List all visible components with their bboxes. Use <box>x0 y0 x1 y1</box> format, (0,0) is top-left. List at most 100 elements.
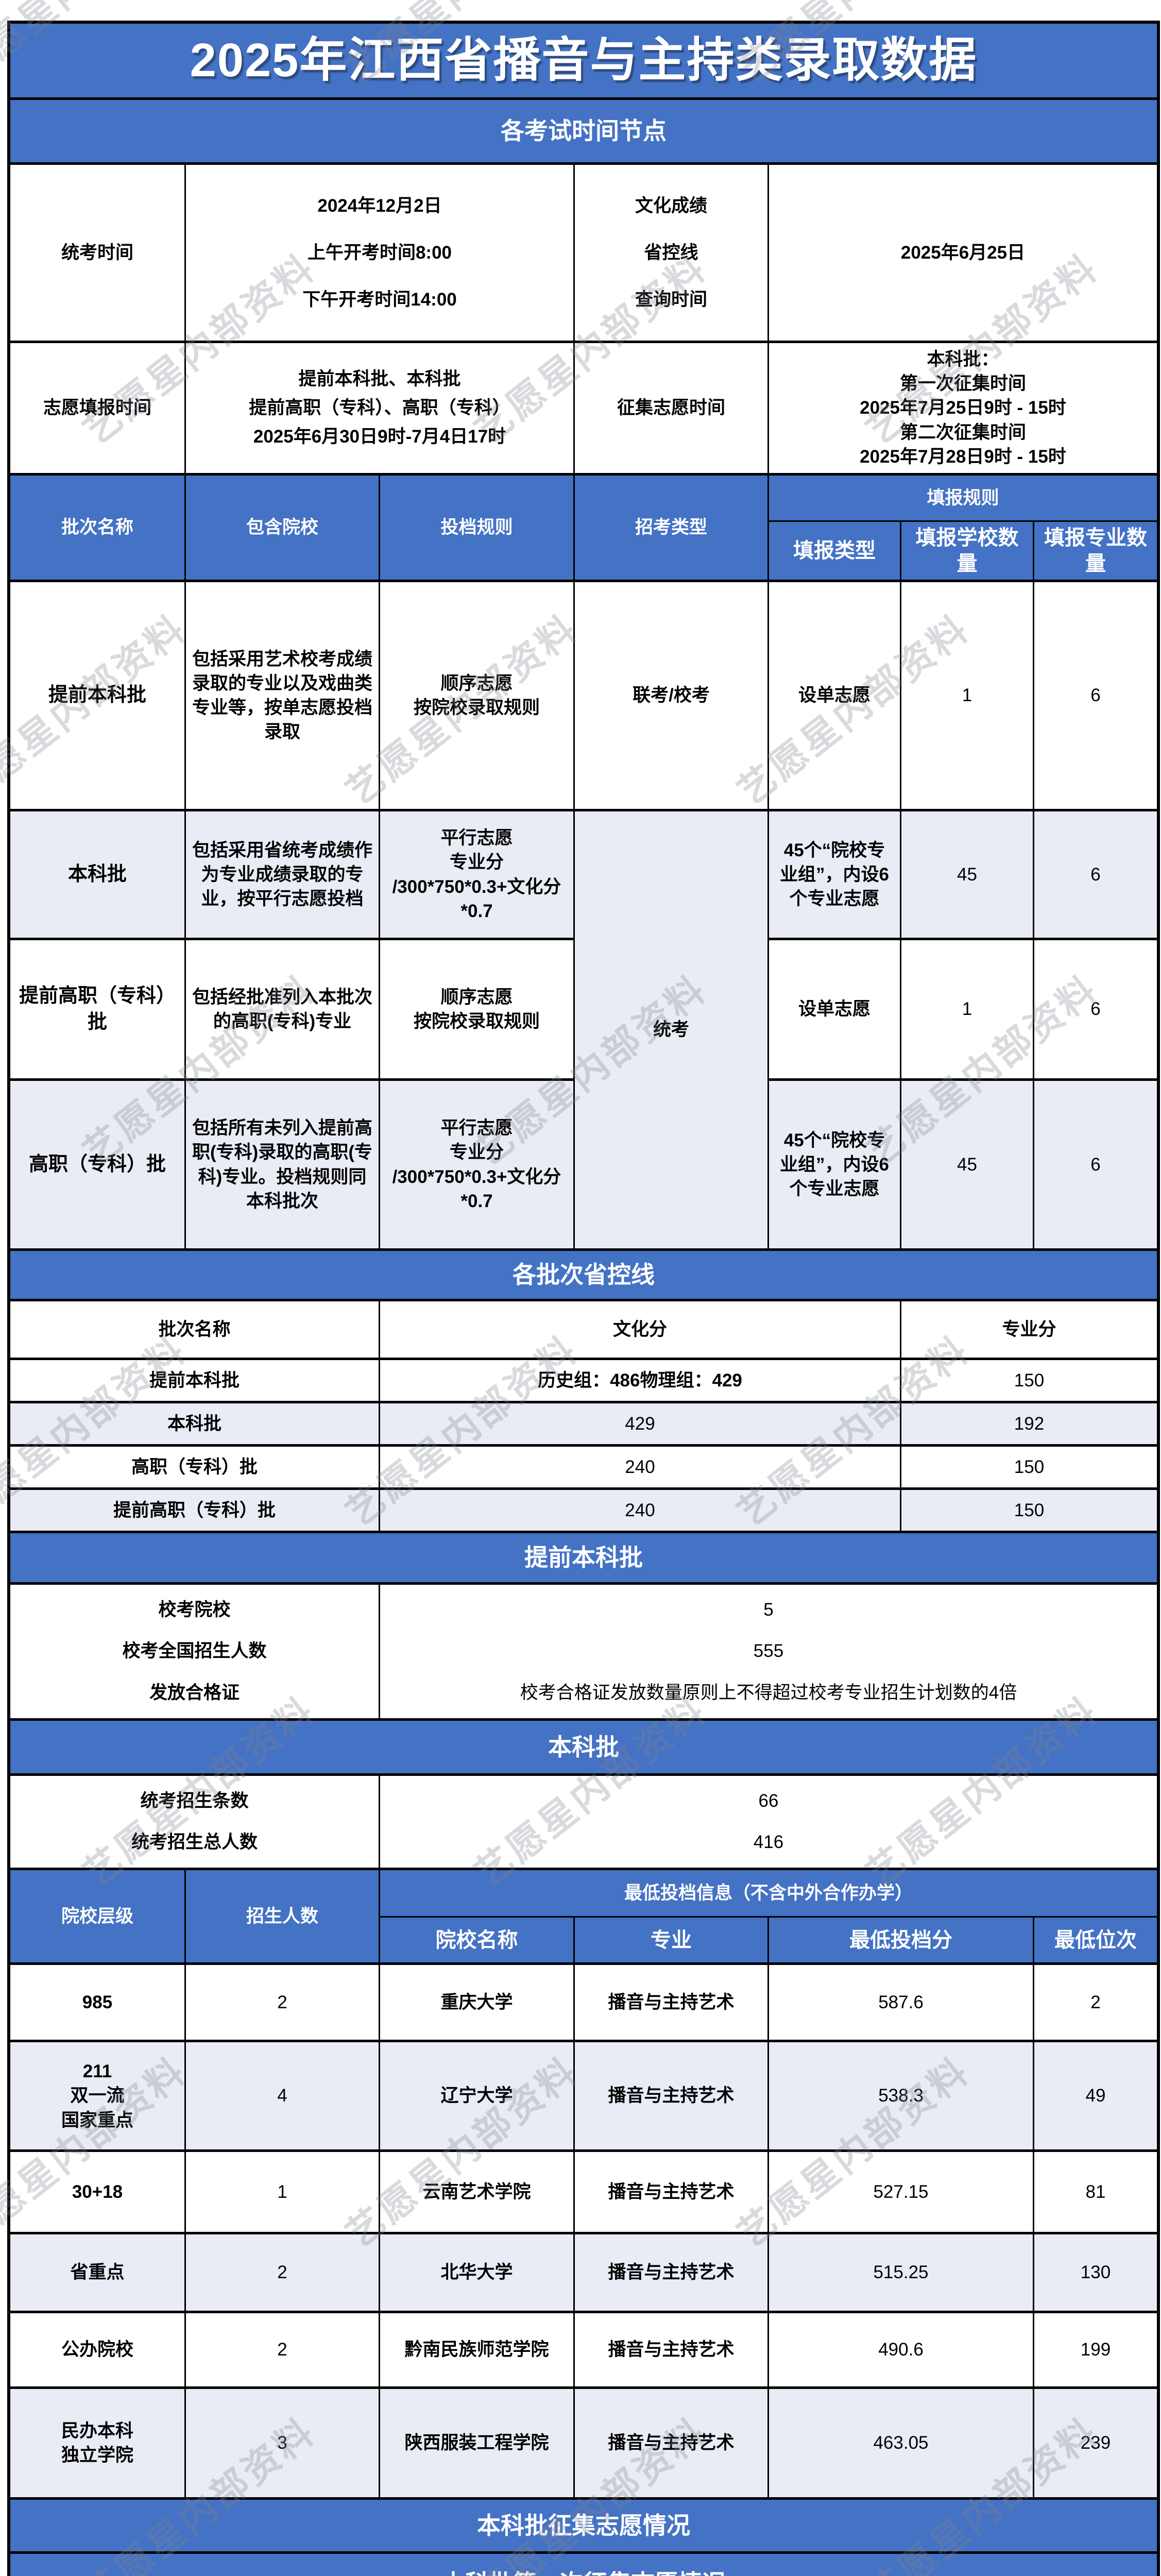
tier-cell: 公办院校 <box>10 2313 186 2389</box>
cutoff-major-cell: 150 <box>901 1447 1157 1490</box>
col-header-type: 招考类型 <box>575 476 769 582</box>
count-cell: 2 <box>186 2313 380 2389</box>
major-cell: 播音与主持艺术 <box>575 2042 769 2152</box>
score-cell: 463.05 <box>769 2389 1034 2500</box>
batch-schools-cell: 包括所有未列入提前高职(专科)录取的高职(专科)专业。投档规则同本科批次 <box>186 1081 380 1251</box>
page-title: 2025年江西省播音与主持类录取数据 <box>10 24 1157 100</box>
batch-major-count-cell: 6 <box>1034 1081 1157 1251</box>
col-header-fill-rules-group: 填报规则 <box>769 476 1157 522</box>
univ-header-school: 院校名称 <box>380 1918 575 1965</box>
school-cell: 重庆大学 <box>380 1965 575 2042</box>
supplementary-banner: 本科批征集志愿情况 <box>10 2500 1157 2554</box>
rank-cell: 49 <box>1034 2042 1157 2152</box>
batch-major-count-cell: 6 <box>1034 811 1157 940</box>
cutoff-culture-cell: 240 <box>380 1447 901 1490</box>
batch-school-count-cell: 1 <box>901 940 1034 1081</box>
title-section: 2025年江西省播音与主持类录取数据 <box>10 24 1157 100</box>
early-undergrad-stat-values: 5 555 校考合格证发放数量原则上不得超过校考专业招生计划数的4倍 <box>380 1585 1157 1721</box>
school-cell: 北华大学 <box>380 2234 575 2313</box>
batch-rule-cell: 顺序志愿 按院校录取规则 <box>380 582 575 811</box>
batch-school-count-cell: 45 <box>901 811 1034 940</box>
supplementary-section: 本科批征集志愿情况 本科批第一次征集志愿情况 征集院校条数 征集志愿招生总人数 … <box>10 2500 1157 2576</box>
major-cell: 播音与主持艺术 <box>575 2313 769 2389</box>
batch-schools-cell: 包括采用省统考成绩作为专业成绩录取的专业，按平行志愿投档 <box>186 811 380 940</box>
cutoff-batch-cell: 本科批 <box>10 1403 380 1447</box>
batch-fill-type-cell: 45个“院校专业组”，内设6个专业志愿 <box>769 811 901 940</box>
batch-name-cell: 提前高职（专科）批 <box>10 940 186 1081</box>
major-cell: 播音与主持艺术 <box>575 2234 769 2313</box>
exam-row2-label: 志愿填报时间 <box>10 343 186 476</box>
batch-rules-body: 提前本科批 包括采用艺术校考成绩录取的专业以及戏曲类专业等，按单志愿投档录取 顺… <box>10 582 1157 1251</box>
cutoff-section-title: 各批次省控线 <box>10 1251 1157 1301</box>
school-cell: 云南艺术学院 <box>380 2152 575 2234</box>
tier-cell: 211 双一流 国家重点 <box>10 2042 186 2152</box>
exam-row2-value: 提前本科批、本科批 提前高职（专科）、高职（专科） 2025年6月30日9时-7… <box>186 343 575 476</box>
undergrad-section: 本科批 统考招生条数 统考招生总人数 66 416 <box>10 1721 1157 1870</box>
major-cell: 播音与主持艺术 <box>575 2152 769 2234</box>
score-cell: 587.6 <box>769 1965 1034 2042</box>
exam-row2-value2: 本科批： 第一次征集时间 2025年7月25日9时 - 15时 第二次征集时间 … <box>769 343 1157 476</box>
col-header-major-count: 填报专业数量 <box>1034 522 1157 582</box>
cutoff-major-cell: 192 <box>901 1403 1157 1447</box>
school-cell: 黔南民族师范学院 <box>380 2313 575 2389</box>
rank-cell: 199 <box>1034 2313 1157 2389</box>
undergrad-banner: 本科批 <box>10 1721 1157 1776</box>
cutoff-section: 各批次省控线 批次名称 文化分 专业分 提前本科批 历史组：486物理组：429… <box>10 1251 1157 1533</box>
batch-school-count-cell: 45 <box>901 1081 1034 1251</box>
batch-fill-type-cell: 45个“院校专业组”，内设6个专业志愿 <box>769 1081 901 1251</box>
rank-cell: 2 <box>1034 1965 1157 2042</box>
cutoff-header-batch: 批次名称 <box>10 1301 380 1360</box>
rank-cell: 81 <box>1034 2152 1157 2234</box>
batch-schools-cell: 包括采用艺术校考成绩录取的专业以及戏曲类专业等，按单志愿投档录取 <box>186 582 380 811</box>
batch-name-cell: 本科批 <box>10 811 186 940</box>
batch-type-cell: 联考/校考 <box>575 582 769 811</box>
major-cell: 播音与主持艺术 <box>575 1965 769 2042</box>
col-header-batch-name: 批次名称 <box>10 476 186 582</box>
admission-data-sheet: 2025年江西省播音与主持类录取数据 各考试时间节点 统考时间 2024年12月… <box>7 21 1160 2576</box>
cutoff-culture-cell: 历史组：486物理组：429 <box>380 1360 901 1403</box>
univ-header-rank: 最低位次 <box>1034 1918 1157 1965</box>
col-header-rule: 投档规则 <box>380 476 575 582</box>
batch-rule-cell: 平行志愿 专业分 /300*750*0.3+文化分*0.7 <box>380 811 575 940</box>
exam-row1-value: 2024年12月2日 上午开考时间8:00 下午开考时间14:00 <box>186 165 575 343</box>
count-cell: 4 <box>186 2042 380 2152</box>
score-cell: 527.15 <box>769 2152 1034 2234</box>
univ-header-tier: 院校层级 <box>10 1870 186 1965</box>
rank-cell: 130 <box>1034 2234 1157 2313</box>
cutoff-batch-cell: 提前高职（专科）批 <box>10 1490 380 1533</box>
batch-fill-type-cell: 设单志愿 <box>769 940 901 1081</box>
batch-schools-cell: 包括经批准列入本批次的高职(专科)专业 <box>186 940 380 1081</box>
cutoff-major-cell: 150 <box>901 1490 1157 1533</box>
early-undergrad-banner: 提前本科批 <box>10 1533 1157 1585</box>
batch-major-count-cell: 6 <box>1034 940 1157 1081</box>
exam-section-title: 各考试时间节点 <box>10 100 1157 165</box>
cutoff-batch-cell: 高职（专科）批 <box>10 1447 380 1490</box>
rank-cell: 239 <box>1034 2389 1157 2500</box>
exam-row1-label2: 文化成绩 省控线 查询时间 <box>575 165 769 343</box>
batch-major-count-cell: 6 <box>1034 582 1157 811</box>
count-cell: 2 <box>186 1965 380 2042</box>
batch-rule-cell: 顺序志愿 按院校录取规则 <box>380 940 575 1081</box>
batch-type-merged-cell: 统考 <box>575 811 769 1251</box>
early-undergrad-stat-labels: 校考院校 校考全国招生人数 发放合格证 <box>10 1585 380 1721</box>
batch-name-cell: 高职（专科）批 <box>10 1081 186 1251</box>
batch-fill-type-cell: 设单志愿 <box>769 582 901 811</box>
cutoff-batch-cell: 提前本科批 <box>10 1360 380 1403</box>
early-undergrad-section: 提前本科批 校考院校 校考全国招生人数 发放合格证 5 555 校考合格证发放数… <box>10 1533 1157 1721</box>
count-cell: 2 <box>186 2234 380 2313</box>
univ-header-major: 专业 <box>575 1918 769 1965</box>
cutoff-header-culture: 文化分 <box>380 1301 901 1360</box>
univ-header-count: 招生人数 <box>186 1870 380 1965</box>
count-cell: 1 <box>186 2152 380 2234</box>
col-header-school-count: 填报学校数量 <box>901 522 1034 582</box>
count-cell: 3 <box>186 2389 380 2500</box>
exam-row1-label: 统考时间 <box>10 165 186 343</box>
cutoff-culture-cell: 429 <box>380 1403 901 1447</box>
score-cell: 490.6 <box>769 2313 1034 2389</box>
exam-row1-value2: 2025年6月25日 <box>769 165 1157 343</box>
col-header-fill-type: 填报类型 <box>769 522 901 582</box>
exam-row2-label2: 征集志愿时间 <box>575 343 769 476</box>
batch-school-count-cell: 1 <box>901 582 1034 811</box>
batch-name-cell: 提前本科批 <box>10 582 186 811</box>
